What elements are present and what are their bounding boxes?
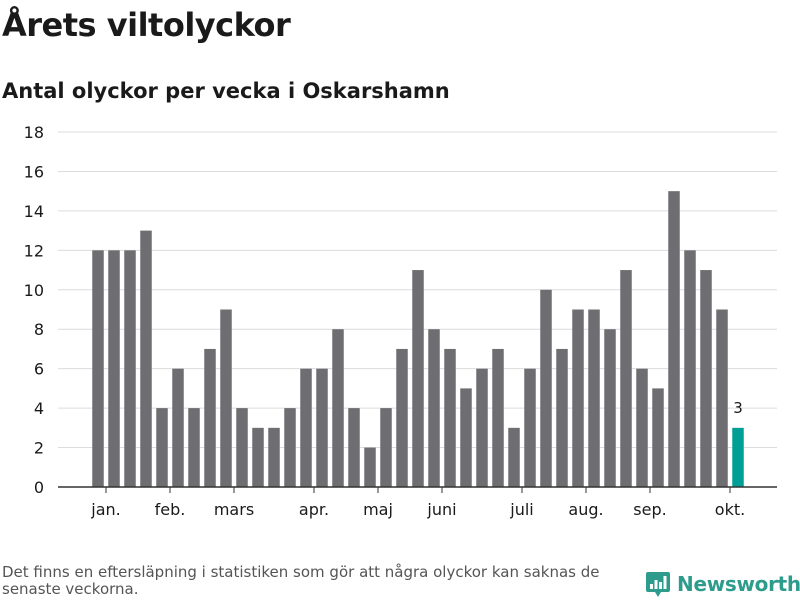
bar (460, 388, 472, 487)
bar-highlight (732, 427, 744, 487)
x-tick-label: juli (509, 500, 533, 519)
bar (604, 329, 616, 487)
bar (220, 309, 232, 487)
bar (156, 408, 168, 487)
bar (140, 230, 152, 487)
bars (92, 191, 744, 487)
bar (124, 250, 136, 487)
bar (204, 348, 216, 487)
x-axis-ticks: jan. feb. mars apr. maj juni juli aug. sep. okt. (90, 487, 745, 519)
x-tick-label: juni (426, 500, 456, 519)
highlight-value-label: 3 (733, 399, 743, 417)
bar (396, 348, 408, 487)
y-tick-label: 12 (24, 241, 44, 260)
chart-title: Årets viltolyckor (2, 6, 291, 44)
x-tick-label: okt. (715, 500, 745, 519)
brand-name: Newsworthy (677, 572, 800, 596)
bar (652, 388, 664, 487)
x-tick-label: feb. (155, 500, 186, 519)
y-tick-label: 4 (34, 399, 44, 418)
x-tick-label: aug. (568, 500, 603, 519)
bar (700, 270, 712, 487)
y-tick-label: 14 (24, 202, 44, 221)
bar (508, 427, 520, 487)
bar (524, 368, 536, 487)
bar (172, 368, 184, 487)
x-tick-label: sep. (633, 500, 666, 519)
bar (572, 309, 584, 487)
bar (268, 427, 280, 487)
bar (716, 309, 728, 487)
bar (428, 329, 440, 487)
y-tick-label: 8 (34, 320, 44, 339)
y-tick-label: 0 (34, 478, 44, 497)
bar (412, 270, 424, 487)
bar (556, 348, 568, 487)
bar (684, 250, 696, 487)
bar (540, 289, 552, 487)
bar (668, 191, 680, 487)
bar (92, 250, 104, 487)
bar (188, 408, 200, 487)
bar (316, 368, 328, 487)
bar (476, 368, 488, 487)
bar (588, 309, 600, 487)
newsworthy-logo-icon (646, 572, 670, 597)
bar (332, 329, 344, 487)
bar (108, 250, 120, 487)
bar (636, 368, 648, 487)
y-axis-ticks: 0 2 4 6 8 10 12 14 16 18 (24, 123, 44, 497)
bar (492, 348, 504, 487)
y-tick-label: 10 (24, 281, 44, 300)
bar (284, 408, 296, 487)
footnote: Det finns en eftersläpning i statistiken… (2, 563, 600, 598)
x-tick-label: apr. (299, 500, 329, 519)
x-tick-label: mars (214, 500, 254, 519)
y-tick-label: 2 (34, 439, 44, 458)
chart-subtitle: Antal olyckor per vecka i Oskarshamn (2, 79, 450, 103)
y-tick-label: 18 (24, 123, 44, 142)
bar (444, 348, 456, 487)
bar (252, 427, 264, 487)
data-labels: 3 (733, 399, 743, 417)
y-tick-label: 16 (24, 162, 44, 181)
bar (300, 368, 312, 487)
y-tick-label: 6 (34, 360, 44, 379)
x-tick-label: maj (363, 500, 393, 519)
bar (236, 408, 248, 487)
bar (348, 408, 360, 487)
x-tick-label: jan. (90, 500, 120, 519)
bar (620, 270, 632, 487)
brand: Newsworthy (645, 570, 800, 598)
bar (380, 408, 392, 487)
bar (364, 447, 376, 487)
